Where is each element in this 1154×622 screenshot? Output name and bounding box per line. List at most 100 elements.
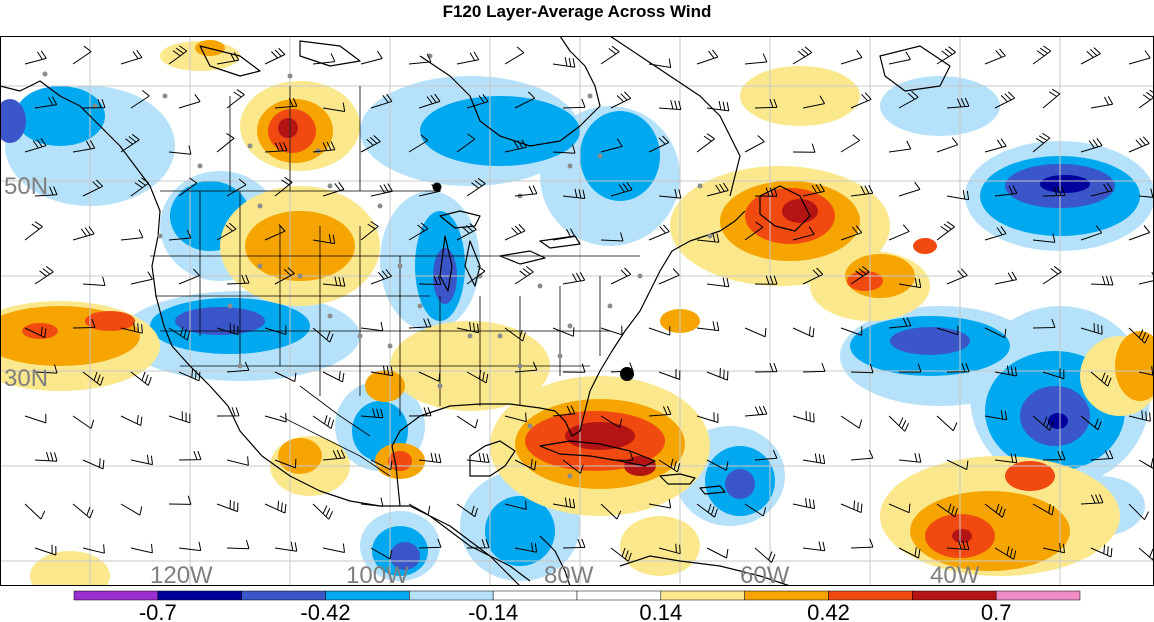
wind-barb xyxy=(850,449,874,461)
wind-barb xyxy=(130,271,153,285)
wind-barb xyxy=(72,140,96,153)
wind-barb xyxy=(562,538,586,549)
wind-barb xyxy=(888,317,912,329)
wind-barb xyxy=(178,541,202,552)
wind-barb xyxy=(1042,368,1065,380)
wind-barb xyxy=(792,326,815,338)
wind-barb xyxy=(802,183,825,197)
wind-barb xyxy=(72,45,92,65)
wind-barb xyxy=(1128,503,1149,521)
wind-barb xyxy=(24,503,46,520)
wind-barb xyxy=(264,224,286,241)
wind-barb xyxy=(984,327,1007,339)
wind-barb xyxy=(610,451,634,461)
wind-barb xyxy=(130,177,150,197)
wind-barb xyxy=(984,410,1008,421)
colorbar-tick-label: -0.42 xyxy=(300,600,350,622)
wind-barb xyxy=(178,94,201,109)
wind-barb xyxy=(696,49,719,65)
lon-label-40w: 40W xyxy=(930,562,980,586)
wind-barb xyxy=(552,327,575,337)
wind-barb xyxy=(802,95,826,109)
wind-barb xyxy=(850,184,874,197)
wind-barb xyxy=(552,405,576,417)
wind-barb xyxy=(600,232,624,242)
wind-barb xyxy=(994,91,1016,109)
map-title: F120 Layer-Average Across Wind xyxy=(442,2,712,21)
wind-barb xyxy=(274,371,297,383)
wind-barb xyxy=(168,45,188,65)
colorbar-tick-label: -0.7 xyxy=(139,600,177,622)
wind-barb xyxy=(130,90,150,109)
colorbar-swatch xyxy=(409,590,494,601)
wind-barb xyxy=(264,412,287,423)
wind-barb xyxy=(648,58,672,68)
wind-barb xyxy=(792,46,813,65)
wind-barb xyxy=(216,499,239,513)
wind-barb xyxy=(1032,45,1052,65)
wind-barb xyxy=(34,544,57,556)
wind-barb xyxy=(312,415,335,429)
wind-barb xyxy=(72,503,94,519)
wind-barb xyxy=(1080,225,1103,241)
wind-barb xyxy=(984,503,1006,518)
wind-barb xyxy=(1128,410,1151,422)
wind-barb xyxy=(514,542,538,553)
wind-barb xyxy=(1138,89,1154,109)
colorbar-labels: -0.7 -0.42 -0.14 0.14 0.42 0.7 xyxy=(139,600,1012,622)
wind-barb xyxy=(72,318,96,329)
wind-barb xyxy=(1128,225,1151,241)
wind-barb xyxy=(274,458,297,469)
wind-barb xyxy=(840,134,861,153)
wind-barb xyxy=(600,503,622,520)
wind-barb xyxy=(456,415,479,429)
wind-barb xyxy=(600,415,623,428)
wind-barb xyxy=(994,453,1018,464)
wind-barb xyxy=(840,326,863,336)
wind-barb xyxy=(562,272,586,285)
wind-barb xyxy=(600,45,620,65)
wind-barb xyxy=(850,363,874,374)
map-panel[interactable]: 50N 30N 120W 100W 80W 60W 40W xyxy=(0,36,1154,586)
wind-barb xyxy=(754,275,778,285)
wind-barb xyxy=(264,325,287,335)
wind-barb xyxy=(322,371,345,383)
wind-barb xyxy=(562,363,586,373)
wind-barb xyxy=(802,541,826,552)
wind-barb xyxy=(802,453,826,465)
wind-barb xyxy=(1128,136,1150,153)
wind-barb xyxy=(898,90,919,109)
wind-barb xyxy=(1032,318,1056,329)
wind-barb xyxy=(418,371,441,382)
lon-label-120w: 120W xyxy=(150,562,213,586)
wind-barb xyxy=(418,538,442,549)
wind-barb xyxy=(24,221,43,241)
wind-barb xyxy=(898,547,921,559)
wind-barb xyxy=(34,364,58,374)
wind-barb xyxy=(370,93,393,109)
wind-barb xyxy=(370,547,393,560)
wind-barb xyxy=(840,49,863,65)
wind-barb xyxy=(984,138,1007,153)
wind-barb xyxy=(658,458,681,473)
wind-barb xyxy=(936,415,958,432)
wind-barb xyxy=(1032,415,1054,431)
wind-barb xyxy=(1080,322,1103,335)
wind-barb xyxy=(658,268,680,285)
wind-barb xyxy=(466,539,490,549)
wind-barb xyxy=(648,326,671,336)
wind-barb xyxy=(408,407,432,417)
wind-barb xyxy=(754,362,778,373)
wind-barb xyxy=(936,46,956,65)
wind-barb xyxy=(1090,182,1113,197)
wind-barb xyxy=(1090,275,1114,286)
wind-barb xyxy=(706,459,729,471)
wind-barb xyxy=(178,368,201,382)
wind-barb xyxy=(408,134,429,153)
location-marker-large xyxy=(620,367,634,381)
wind-barb xyxy=(840,500,863,514)
political-boundaries xyxy=(150,86,640,477)
wind-barb xyxy=(1042,451,1066,461)
wind-barb xyxy=(1128,50,1151,65)
wind-barb xyxy=(1042,186,1066,197)
